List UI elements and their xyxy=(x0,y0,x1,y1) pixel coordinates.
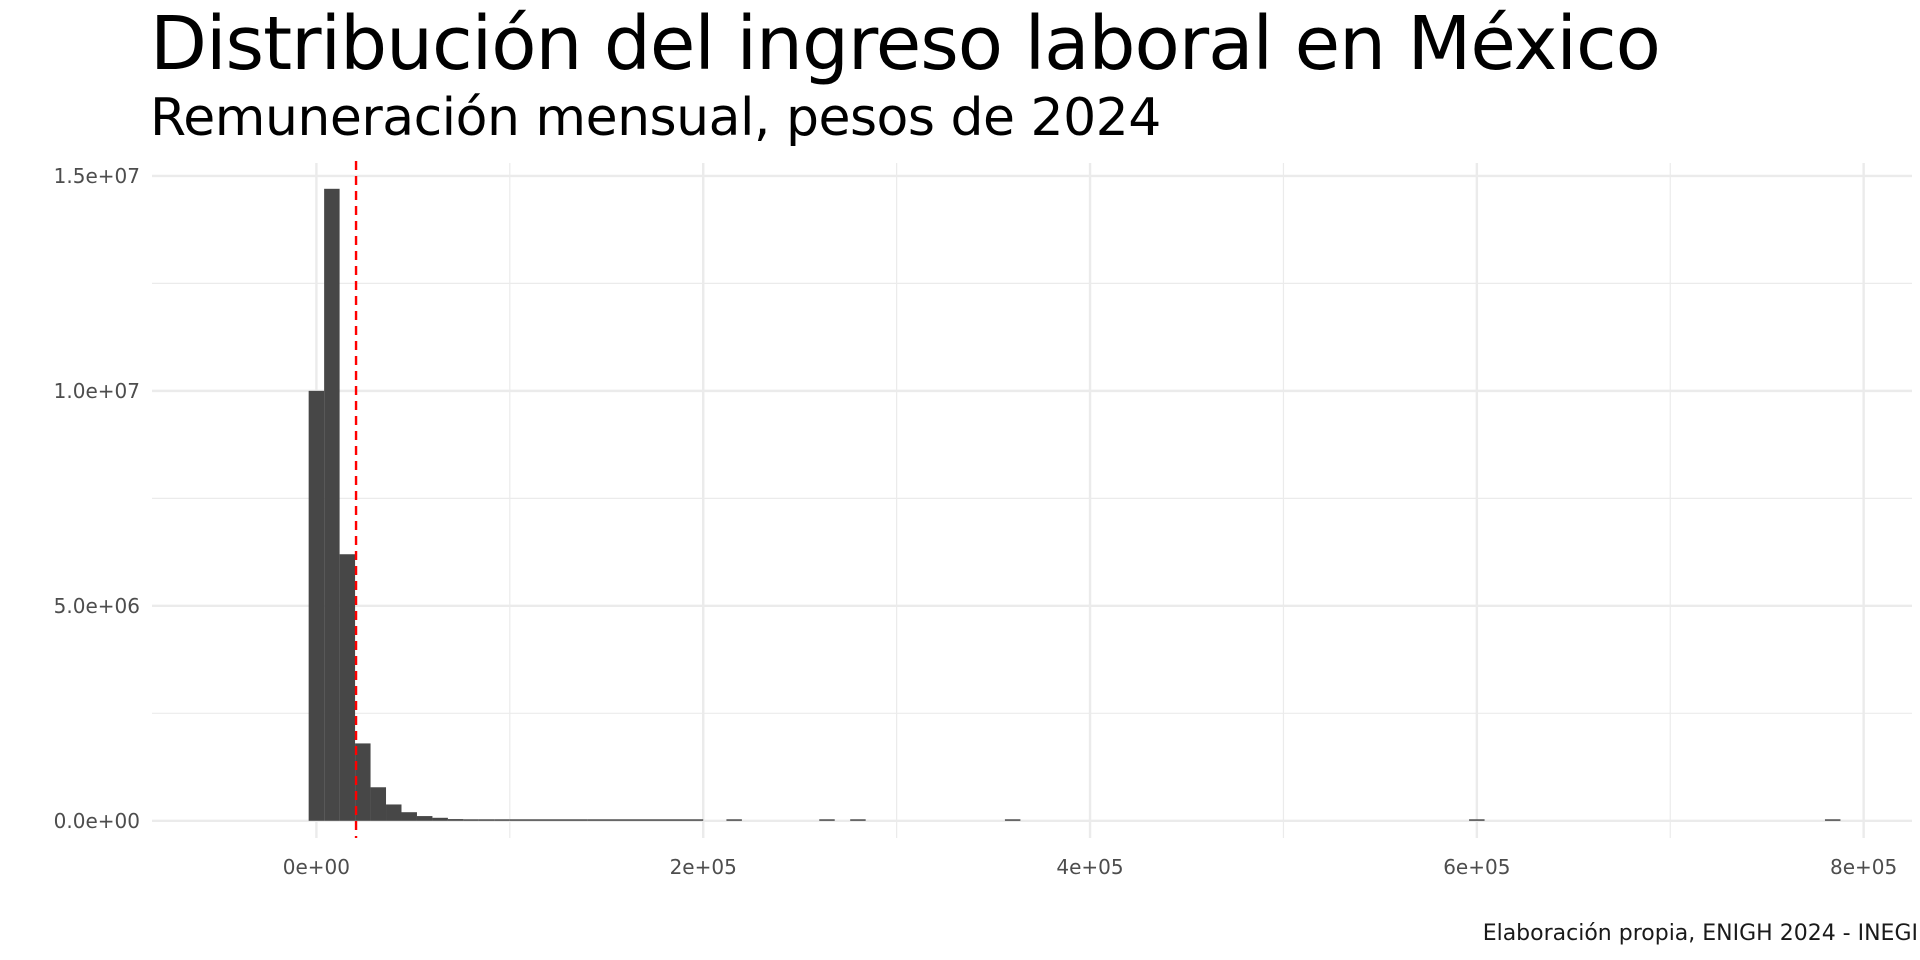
histogram-bars xyxy=(308,188,1841,821)
x-tick-label: 4e+05 xyxy=(1056,855,1123,879)
x-tick-label: 6e+05 xyxy=(1443,855,1510,879)
y-tick-label: 0.0e+00 xyxy=(54,809,140,833)
histogram-bar xyxy=(401,812,417,821)
y-tick-label: 5.0e+06 xyxy=(54,594,140,618)
histogram-bar xyxy=(1004,819,1021,821)
histogram-bar xyxy=(587,819,704,821)
y-tick-label: 1.5e+07 xyxy=(54,164,140,188)
histogram-bar xyxy=(324,188,340,821)
chart-subtitle: Remuneración mensual, pesos de 2024 xyxy=(150,88,1161,148)
histogram-bar xyxy=(370,787,387,821)
histogram-bar xyxy=(339,554,356,821)
histogram-bar xyxy=(432,817,448,821)
x-axis: 0e+00 2e+05 4e+05 6e+05 8e+05 xyxy=(283,855,1898,879)
histogram-bar xyxy=(463,819,479,821)
histogram-bar xyxy=(308,390,325,821)
histogram-bar xyxy=(494,819,510,821)
histogram-bar xyxy=(726,819,742,821)
y-axis: 0.0e+00 5.0e+06 1.0e+07 1.5e+07 xyxy=(54,164,140,833)
histogram-bar xyxy=(416,816,433,821)
y-tick-label: 1.0e+07 xyxy=(54,379,140,403)
grid-major xyxy=(152,163,1912,838)
x-tick-label: 2e+05 xyxy=(670,855,737,879)
chart-caption: Elaboración propia, ENIGH 2024 - INEGI xyxy=(1482,921,1918,946)
x-tick-label: 0e+00 xyxy=(283,855,350,879)
histogram-bar xyxy=(355,743,371,821)
histogram-bar xyxy=(386,804,402,821)
histogram-bar xyxy=(1824,819,1841,821)
x-tick-label: 8e+05 xyxy=(1830,855,1897,879)
grid-minor xyxy=(152,163,1912,838)
histogram-bar xyxy=(819,819,835,821)
histogram-bar xyxy=(1469,819,1485,821)
histogram-bar xyxy=(509,819,588,821)
chart-title: Distribución del ingreso laboral en Méxi… xyxy=(150,1,1661,87)
histogram-bar xyxy=(850,819,866,821)
histogram-bar xyxy=(447,819,464,821)
histogram-bar xyxy=(478,819,495,821)
